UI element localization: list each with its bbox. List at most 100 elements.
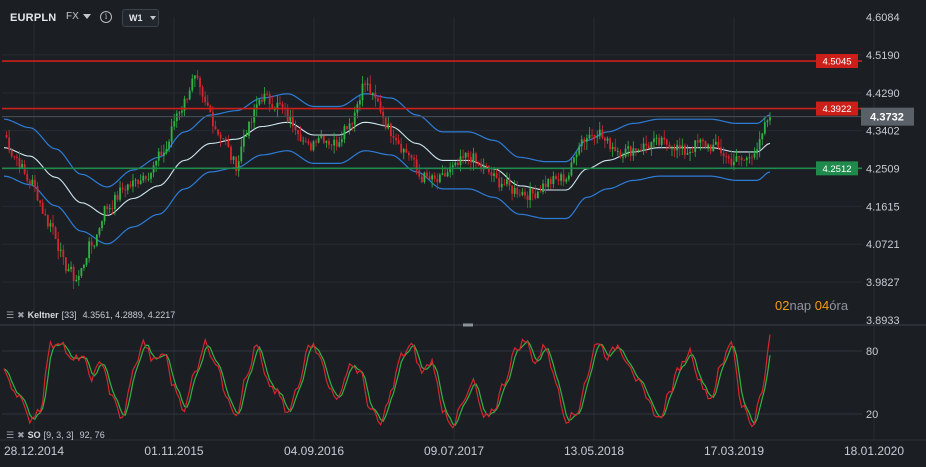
menu-icon[interactable]: ☰	[6, 429, 15, 440]
candle-body	[320, 135, 323, 138]
candle-body	[689, 151, 691, 154]
candle-body	[248, 121, 250, 136]
so-level-label: 20	[866, 409, 878, 421]
candle-body	[261, 99, 263, 102]
candle-body	[482, 165, 485, 170]
candle-body	[738, 156, 740, 158]
candle-body	[377, 98, 379, 102]
candle-body	[660, 137, 663, 145]
candle-body	[745, 157, 748, 161]
candle-body	[88, 241, 91, 259]
candle-body	[464, 152, 467, 158]
candle-body	[250, 121, 253, 123]
market-dropdown[interactable]: FX	[66, 11, 91, 22]
candle-body	[353, 112, 356, 125]
candle-body	[655, 137, 658, 139]
candle-body	[170, 126, 173, 142]
candle-body	[18, 157, 21, 169]
info-icon[interactable]: i	[100, 11, 112, 23]
candle-body	[506, 179, 508, 185]
candle-body	[181, 110, 183, 113]
level-tag-label: 4.3922	[822, 104, 851, 115]
candle-body	[565, 179, 568, 182]
candle-body	[196, 75, 199, 78]
candle-body	[451, 165, 454, 168]
candle-body	[420, 176, 423, 183]
candle-body	[529, 188, 532, 201]
candle-body	[462, 156, 464, 158]
candle-body	[585, 138, 588, 142]
candle-body	[467, 152, 470, 157]
candle-body	[67, 269, 70, 272]
period-label: W1	[129, 13, 143, 23]
candle-body	[80, 268, 83, 276]
candle-body	[725, 156, 728, 157]
candle-body	[611, 146, 614, 150]
keltner-legend[interactable]: ☰ ✖ Keltner [33] 4.3561, 4.2889, 4.2217	[6, 309, 175, 321]
candle-body	[142, 175, 145, 181]
candle-body	[201, 87, 204, 97]
keltner-channel	[3, 93, 771, 245]
candle-body	[441, 173, 444, 175]
candle-body	[604, 137, 606, 141]
so-level-label: 80	[866, 346, 878, 358]
candle-body	[743, 160, 746, 161]
candle-body	[266, 93, 268, 95]
grid	[2, 17, 875, 440]
close-icon[interactable]: ✖	[17, 309, 25, 320]
candle-body	[34, 179, 36, 187]
candle-body	[54, 227, 57, 240]
candle-body	[769, 116, 771, 121]
candle-body	[408, 152, 410, 156]
stochastic-legend[interactable]: ☰ ✖ SO [9, 3, 3] 92, 76	[6, 429, 105, 441]
candle-body	[691, 151, 694, 153]
candle-body	[426, 172, 428, 177]
time-tick-label: 17.03.2019	[704, 444, 764, 458]
candle-body	[480, 163, 483, 170]
candle-body	[175, 113, 178, 122]
candle-body	[397, 140, 400, 144]
candle-body	[322, 135, 325, 143]
candle-body	[302, 140, 305, 142]
candle-body	[714, 141, 717, 145]
candle-body	[629, 146, 632, 156]
menu-icon[interactable]: ☰	[6, 309, 15, 320]
candle-body	[312, 141, 315, 151]
candle-body	[580, 139, 583, 147]
period-dropdown[interactable]: W1	[122, 9, 159, 27]
candle-body	[193, 75, 196, 79]
candle-body	[758, 139, 761, 150]
candle-body	[402, 149, 405, 153]
candle-body	[186, 98, 189, 100]
candle-body	[511, 185, 513, 194]
candle-body	[521, 191, 524, 195]
candle-body	[36, 186, 39, 201]
chevron-down-icon	[149, 16, 156, 20]
candle-body	[191, 78, 194, 91]
candles	[5, 70, 771, 290]
candle-body	[436, 178, 439, 183]
candle-body	[199, 77, 201, 88]
candle-body	[663, 137, 666, 140]
candle-body	[307, 141, 310, 144]
time-tick-label: 04.09.2016	[284, 444, 344, 458]
candle-body	[583, 139, 586, 142]
level-lines: 4.5045 4.3922 4.2512 4.3732	[2, 54, 914, 176]
candle-body	[95, 234, 98, 246]
candle-body	[500, 183, 503, 188]
candle-body	[106, 206, 109, 209]
candle-body	[361, 83, 364, 101]
candle-body	[258, 99, 261, 105]
close-icon[interactable]: ✖	[17, 429, 25, 440]
candle-body	[637, 149, 640, 151]
candle-body	[168, 141, 170, 149]
candle-body	[132, 180, 134, 187]
candle-body	[315, 141, 317, 143]
symbol-label[interactable]: EURPLN	[10, 12, 57, 24]
candle-body	[325, 141, 328, 143]
candle-body	[351, 123, 354, 125]
candle-body	[518, 194, 521, 196]
level-tag	[816, 101, 858, 116]
candle-body	[730, 158, 733, 166]
